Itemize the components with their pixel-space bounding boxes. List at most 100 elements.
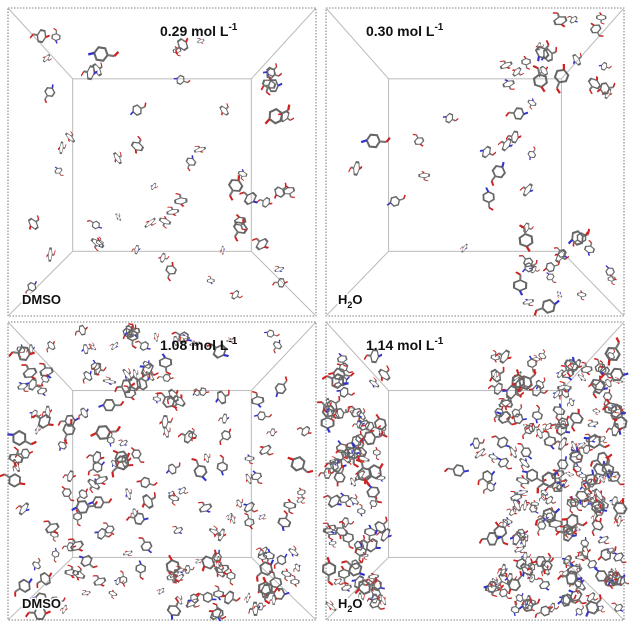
oxygen bbox=[413, 133, 417, 136]
oxygen bbox=[531, 226, 533, 229]
ring bbox=[43, 54, 51, 62]
bond bbox=[607, 67, 610, 68]
bond bbox=[597, 600, 601, 604]
molecule bbox=[282, 184, 296, 200]
bond bbox=[583, 376, 584, 377]
oxygen bbox=[114, 51, 118, 56]
bond bbox=[560, 394, 563, 395]
nitrogen bbox=[536, 46, 538, 48]
bond bbox=[592, 420, 593, 422]
ring bbox=[539, 580, 550, 590]
molecule bbox=[494, 347, 513, 365]
bond bbox=[328, 523, 329, 526]
molecule bbox=[113, 576, 124, 586]
bond bbox=[577, 568, 578, 569]
oxygen bbox=[242, 228, 246, 231]
nitrogen bbox=[215, 399, 219, 402]
oxygen bbox=[520, 186, 524, 191]
nitrogen bbox=[362, 423, 364, 425]
nitrogen bbox=[597, 89, 601, 92]
nitrogen bbox=[379, 354, 383, 357]
bond bbox=[538, 529, 540, 532]
ring bbox=[513, 414, 524, 424]
molecule bbox=[177, 485, 189, 497]
ring bbox=[523, 500, 527, 510]
nitrogen bbox=[522, 269, 526, 272]
ring bbox=[216, 391, 227, 404]
nitrogen bbox=[588, 550, 591, 552]
molecule bbox=[226, 569, 235, 585]
bond bbox=[294, 568, 296, 569]
oxygen bbox=[323, 494, 328, 499]
bond bbox=[352, 406, 354, 409]
oxygen bbox=[154, 372, 159, 377]
nitrogen bbox=[535, 419, 538, 423]
molecule bbox=[555, 291, 563, 299]
bond bbox=[452, 119, 455, 120]
nitrogen bbox=[547, 272, 549, 275]
bond bbox=[290, 194, 291, 197]
nitrogen bbox=[258, 404, 261, 408]
oxygen bbox=[606, 428, 608, 433]
oxygen bbox=[364, 595, 365, 599]
nitrogen bbox=[617, 383, 619, 384]
bond bbox=[327, 376, 332, 379]
oxygen bbox=[265, 600, 270, 603]
figure: 0.29 mol L-1DMSO0.30 mol L-1H2O1.08 mol … bbox=[0, 0, 629, 624]
ring bbox=[501, 138, 512, 151]
oxygen bbox=[122, 580, 124, 583]
oxygen bbox=[482, 490, 485, 493]
nitrogen bbox=[183, 569, 185, 571]
oxygen bbox=[582, 601, 587, 605]
molecule bbox=[131, 245, 140, 254]
nitrogen bbox=[110, 443, 112, 446]
nitrogen bbox=[611, 586, 613, 588]
oxygen bbox=[289, 512, 293, 514]
ring bbox=[419, 173, 429, 178]
bond bbox=[617, 481, 620, 485]
nitrogen bbox=[534, 500, 535, 502]
ring bbox=[133, 513, 144, 525]
bond bbox=[88, 506, 94, 507]
ring bbox=[140, 540, 152, 552]
nitrogen bbox=[34, 281, 37, 284]
molecule bbox=[488, 452, 499, 463]
bond bbox=[286, 514, 288, 518]
bond bbox=[45, 96, 47, 100]
molecules bbox=[0, 322, 314, 624]
oxygen bbox=[187, 80, 190, 84]
molecule bbox=[566, 407, 586, 432]
bond bbox=[621, 560, 623, 563]
molecule bbox=[291, 575, 299, 587]
ring bbox=[167, 464, 177, 475]
bond bbox=[540, 516, 542, 517]
oxygen bbox=[244, 597, 245, 600]
bond bbox=[335, 382, 339, 383]
bond bbox=[521, 465, 523, 467]
nitrogen bbox=[212, 598, 216, 601]
oxygen bbox=[537, 599, 540, 603]
molecule bbox=[475, 468, 498, 486]
oxygen bbox=[220, 250, 221, 253]
molecule bbox=[262, 67, 282, 82]
oxygen bbox=[46, 349, 49, 352]
molecule bbox=[109, 340, 119, 351]
molecule bbox=[183, 154, 198, 171]
bond bbox=[563, 258, 565, 260]
bond bbox=[129, 373, 131, 374]
ring bbox=[491, 354, 499, 360]
bond bbox=[562, 571, 563, 572]
oxygen bbox=[533, 146, 536, 149]
molecule bbox=[348, 494, 361, 507]
oxygen bbox=[187, 168, 191, 171]
bond bbox=[220, 562, 221, 565]
bond bbox=[79, 414, 82, 415]
ring bbox=[134, 245, 139, 253]
nitrogen bbox=[131, 447, 134, 451]
nitrogen bbox=[470, 443, 473, 445]
ring bbox=[278, 516, 291, 528]
bond bbox=[24, 389, 25, 392]
oxygen bbox=[497, 569, 499, 573]
concentration-unit-exponent: -1 bbox=[228, 336, 237, 347]
ring bbox=[78, 325, 86, 335]
